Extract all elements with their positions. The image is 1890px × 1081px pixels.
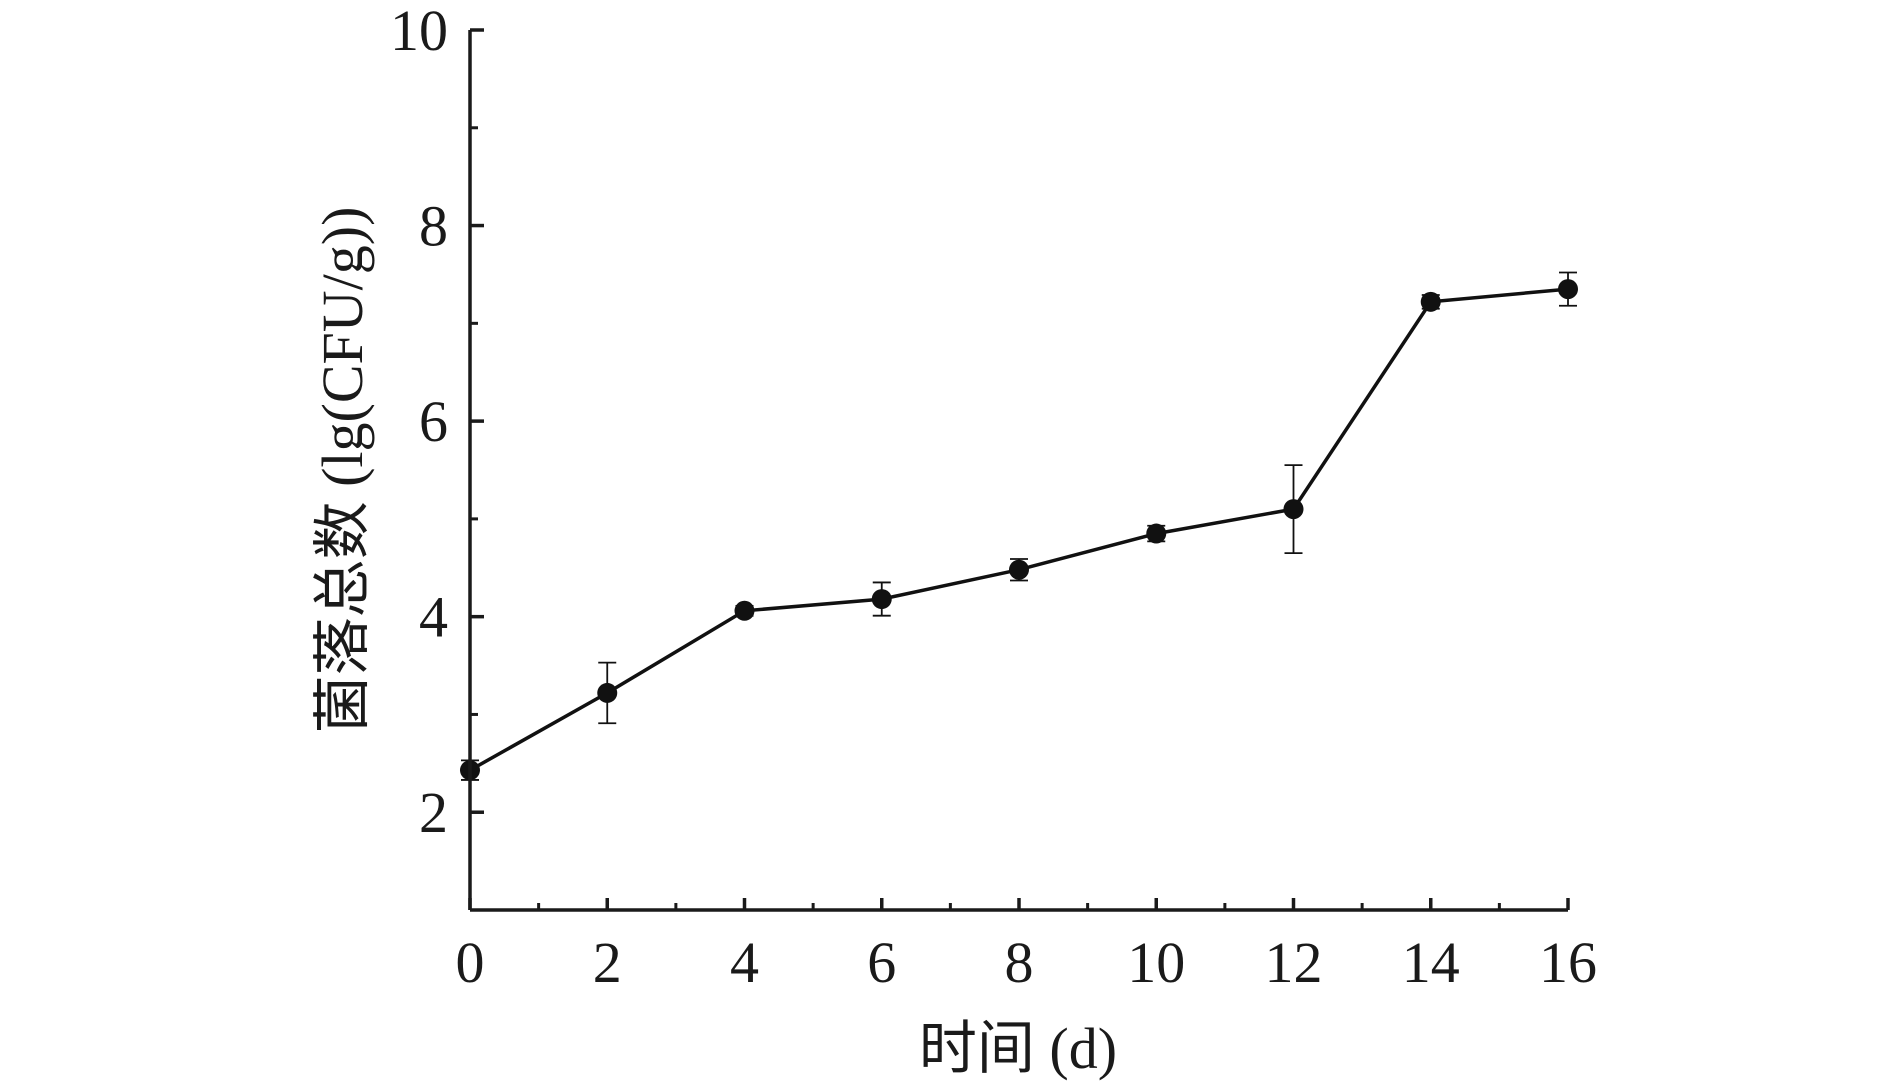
x-tick-label: 8 — [1005, 930, 1034, 995]
data-point — [597, 682, 618, 703]
y-tick-label: 2 — [419, 780, 448, 845]
x-tick-label: 0 — [456, 930, 485, 995]
data-point — [1420, 291, 1441, 312]
x-tick-label: 14 — [1402, 930, 1460, 995]
axes — [468, 30, 1568, 912]
x-tick-label: 10 — [1127, 930, 1185, 995]
x-axis-title: 时间 (d) — [919, 1016, 1117, 1081]
y-tick-label: 10 — [390, 0, 448, 63]
data-point — [734, 600, 755, 621]
data-point — [1558, 279, 1578, 300]
series-layer — [460, 271, 1578, 781]
x-tick-label: 12 — [1265, 930, 1323, 995]
x-tick-label: 2 — [593, 930, 622, 995]
y-tick-label: 6 — [419, 389, 448, 454]
y-tick-label: 8 — [419, 194, 448, 259]
data-point — [1146, 523, 1167, 544]
x-axis-ticks: 0 2 4 6 8 10 12 14 16 — [456, 898, 1597, 995]
series-line — [469, 287, 1569, 772]
data-point — [1283, 499, 1304, 520]
y-axis-ticks: 2 4 6 8 10 — [390, 0, 484, 845]
y-tick-label: 4 — [419, 585, 448, 650]
x-tick-label: 16 — [1539, 930, 1597, 995]
data-point — [1009, 559, 1029, 580]
y-axis-title: 菌落总数 (lg(CFU/g)) — [310, 207, 375, 734]
data-point — [871, 589, 892, 610]
x-tick-label: 6 — [867, 930, 896, 995]
x-tick-label: 4 — [730, 930, 759, 995]
